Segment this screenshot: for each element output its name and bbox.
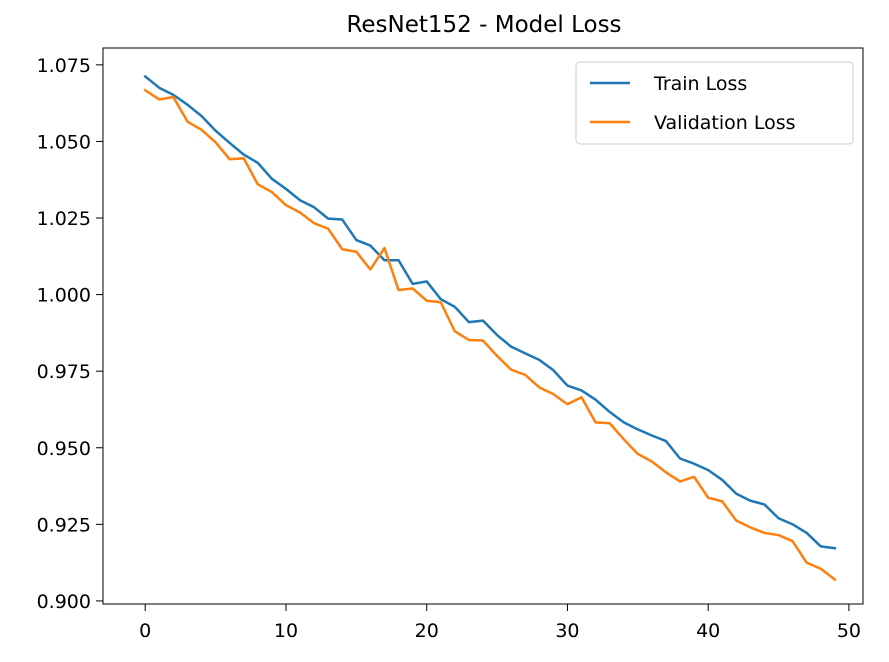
series-line-0 — [143, 74, 837, 550]
y-tick-label: 1.050 — [37, 131, 91, 153]
x-tick-label: 50 — [837, 620, 861, 642]
series-line-1 — [143, 88, 837, 582]
y-tick-label: 1.025 — [37, 208, 91, 230]
chart-title: ResNet152 - Model Loss — [346, 12, 621, 38]
legend-box — [575, 61, 854, 145]
legend: Train Loss Validation Loss — [575, 61, 854, 145]
y-tick-label: 0.950 — [37, 438, 91, 460]
x-axis: 0 10 20 30 40 50 — [139, 604, 861, 642]
plot-frame — [102, 47, 864, 605]
legend-label-validation: Validation Loss — [654, 112, 796, 134]
plot-lines — [143, 74, 837, 582]
x-tick-label: 40 — [696, 620, 720, 642]
y-tick-label: 1.000 — [37, 285, 91, 307]
x-tick-label: 10 — [274, 620, 298, 642]
y-tick-label: 1.075 — [37, 55, 91, 77]
x-tick-label: 20 — [415, 620, 439, 642]
y-axis: 0.900 0.925 0.950 0.975 1.000 1.025 1.050 1.075 — [37, 55, 103, 613]
y-tick-label: 0.900 — [37, 591, 91, 613]
x-tick-label: 0 — [139, 620, 151, 642]
legend-label-train: Train Loss — [653, 73, 747, 95]
y-tick-label: 0.975 — [37, 361, 91, 383]
y-tick-label: 0.925 — [37, 514, 91, 536]
x-tick-label: 30 — [555, 620, 579, 642]
